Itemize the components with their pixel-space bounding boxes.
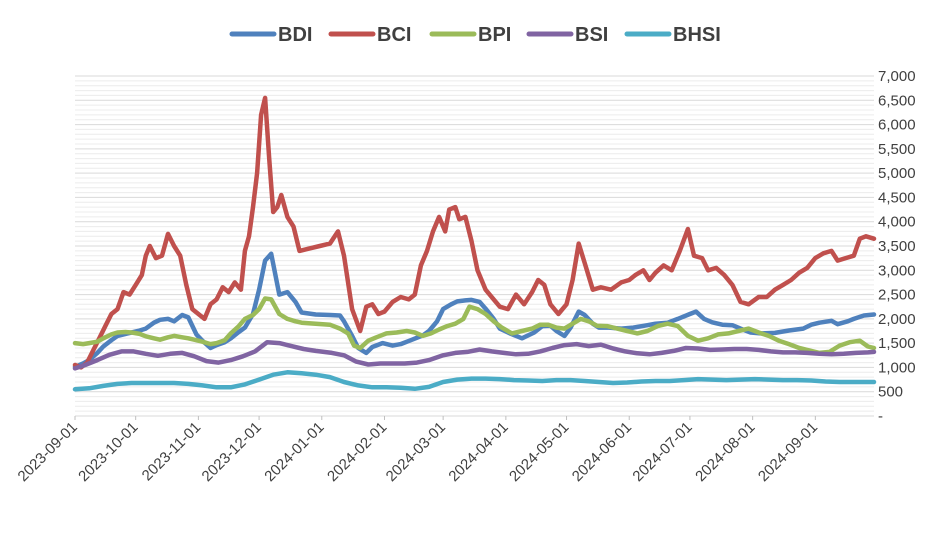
series-line-bsi xyxy=(72,339,877,371)
y-tick-label: 1,000 xyxy=(878,359,916,376)
x-tick-label: 2024-09-01 xyxy=(755,419,821,485)
y-tick-label: 1,500 xyxy=(878,335,916,352)
y-tick-label: 6,500 xyxy=(878,92,916,109)
x-tick-label: 2024-05-01 xyxy=(506,419,572,485)
y-tick-label: 3,500 xyxy=(878,238,916,255)
axis-layer: - 500 1,000 1,500 2,000 2,500 3,000 3,500 4,000 4… xyxy=(15,68,916,485)
legend-label-bci: BCI xyxy=(377,24,411,46)
y-tick-label: - xyxy=(878,408,883,425)
legend-label-bhsi: BHSI xyxy=(673,24,721,46)
y-tick-label: 4,500 xyxy=(878,189,916,206)
y-tick-label: 6,000 xyxy=(878,117,916,134)
x-tick-label: 2024-04-01 xyxy=(445,419,511,485)
x-tick-label: 2023-09-01 xyxy=(15,419,81,485)
x-tick-label: 2024-08-01 xyxy=(692,419,758,485)
x-tick-label: 2023-12-01 xyxy=(199,419,265,485)
legend: BDI BCI BPI BSI BHSI xyxy=(229,24,721,46)
y-tick-label: 4,000 xyxy=(878,214,916,231)
series-line-bdi xyxy=(72,251,877,370)
series-line-bpi xyxy=(72,296,877,356)
legend-label-bpi: BPI xyxy=(478,24,511,46)
y-tick-label: 500 xyxy=(878,384,903,401)
x-tick-label: 2023-11-01 xyxy=(139,419,204,484)
x-tick-label: 2024-07-01 xyxy=(629,419,695,485)
x-tick-label: 2024-06-01 xyxy=(569,419,635,485)
x-tick-label: 2024-02-01 xyxy=(324,419,390,485)
y-tick-label: 3,000 xyxy=(878,262,916,279)
series-line-bci xyxy=(72,95,877,370)
legend-label-bsi: BSI xyxy=(575,24,608,46)
series-layer xyxy=(72,95,877,392)
y-tick-label: 5,500 xyxy=(878,141,916,158)
y-tick-label: 7,000 xyxy=(878,68,916,85)
series-line-bhsi xyxy=(72,370,877,392)
y-tick-label: 5,000 xyxy=(878,165,916,182)
legend-label-bdi: BDI xyxy=(278,24,312,46)
x-tick-label: 2023-10-01 xyxy=(75,419,141,485)
y-tick-label: 2,500 xyxy=(878,287,916,304)
x-tick-label: 2024-03-01 xyxy=(383,419,449,485)
x-tick-label: 2024-01-01 xyxy=(261,419,327,485)
y-tick-label: 2,000 xyxy=(878,311,916,328)
